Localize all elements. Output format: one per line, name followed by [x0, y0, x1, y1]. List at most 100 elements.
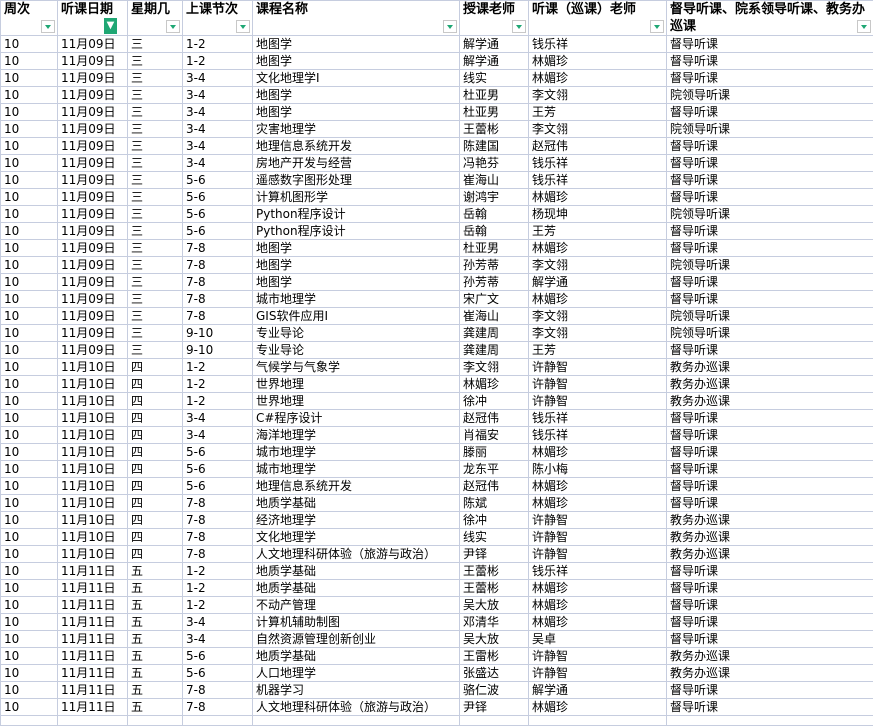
cell-course[interactable]: 地质学基础 [253, 580, 460, 597]
cell-observer[interactable]: 王芳 [529, 223, 667, 240]
cell-teacher[interactable]: 宋广文 [460, 291, 529, 308]
cell-weekday[interactable]: 三 [128, 121, 183, 138]
cell-type[interactable]: 督导听课 [667, 682, 873, 699]
cell-weekday[interactable]: 四 [128, 529, 183, 546]
cell-course[interactable]: 房地产开发与经营 [253, 155, 460, 172]
cell-period[interactable]: 3-4 [183, 138, 253, 155]
cell-weekday[interactable]: 三 [128, 155, 183, 172]
cell-weekday[interactable]: 四 [128, 444, 183, 461]
cell-week[interactable]: 10 [1, 410, 58, 427]
cell-observer[interactable]: 解学通 [529, 682, 667, 699]
cell-observer[interactable]: 李文翎 [529, 121, 667, 138]
cell-observer[interactable]: 杨现坤 [529, 206, 667, 223]
cell-date[interactable]: 11月09日 [58, 274, 128, 291]
cell-teacher[interactable]: 赵冠伟 [460, 410, 529, 427]
cell-observer[interactable]: 王芳 [529, 342, 667, 359]
cell-date[interactable]: 11月10日 [58, 427, 128, 444]
cell-date[interactable]: 11月09日 [58, 36, 128, 53]
cell-weekday[interactable]: 四 [128, 427, 183, 444]
cell-weekday[interactable]: 三 [128, 189, 183, 206]
cell-teacher[interactable]: 岳翰 [460, 206, 529, 223]
cell-period[interactable]: 7-8 [183, 274, 253, 291]
cell-date[interactable]: 11月11日 [58, 631, 128, 648]
cell-weekday[interactable]: 三 [128, 291, 183, 308]
cell-weekday[interactable]: 三 [128, 257, 183, 274]
cell-course[interactable]: 地图学 [253, 87, 460, 104]
cell-period[interactable]: 3-4 [183, 614, 253, 631]
cell-weekday[interactable]: 四 [128, 376, 183, 393]
cell-observer[interactable]: 许静智 [529, 512, 667, 529]
cell-type[interactable]: 督导听课 [667, 495, 873, 512]
cell-course[interactable]: 计算机图形学 [253, 189, 460, 206]
cell-date[interactable]: 11月09日 [58, 223, 128, 240]
cell-observer[interactable]: 钱乐祥 [529, 172, 667, 189]
cell-course[interactable]: 灾害地理学 [253, 121, 460, 138]
cell-date[interactable]: 11月11日 [58, 563, 128, 580]
cell-week[interactable]: 10 [1, 546, 58, 563]
cell-period[interactable]: 1-2 [183, 36, 253, 53]
cell-observer[interactable]: 吴卓 [529, 631, 667, 648]
cell-teacher[interactable]: 吴大放 [460, 597, 529, 614]
cell-teacher[interactable]: 解学通 [460, 53, 529, 70]
cell-weekday[interactable]: 五 [128, 563, 183, 580]
cell-observer[interactable]: 林媚珍 [529, 699, 667, 716]
cell-period[interactable]: 5-6 [183, 648, 253, 665]
cell-type[interactable]: 督导听课 [667, 138, 873, 155]
cell-week[interactable]: 10 [1, 53, 58, 70]
cell-teacher[interactable]: 滕丽 [460, 444, 529, 461]
cell-observer[interactable]: 林媚珍 [529, 240, 667, 257]
cell-date[interactable]: 11月11日 [58, 699, 128, 716]
cell-type[interactable]: 督导听课 [667, 104, 873, 121]
cell-week[interactable]: 10 [1, 597, 58, 614]
cell-observer[interactable]: 许静智 [529, 546, 667, 563]
cell-teacher[interactable]: 徐冲 [460, 512, 529, 529]
cell-period[interactable]: 3-4 [183, 121, 253, 138]
cell-week[interactable]: 10 [1, 393, 58, 410]
cell-week[interactable]: 10 [1, 189, 58, 206]
cell-weekday[interactable]: 三 [128, 206, 183, 223]
cell-type[interactable]: 院领导听课 [667, 325, 873, 342]
cell-teacher[interactable]: 杜亚男 [460, 87, 529, 104]
cell-observer[interactable]: 林媚珍 [529, 444, 667, 461]
cell-teacher[interactable]: 孙芳蒂 [460, 257, 529, 274]
cell-type[interactable]: 督导听课 [667, 223, 873, 240]
cell-date[interactable]: 11月10日 [58, 359, 128, 376]
cell-teacher[interactable]: 尹铎 [460, 546, 529, 563]
cell-observer[interactable]: 林媚珍 [529, 495, 667, 512]
cell-date[interactable]: 11月10日 [58, 461, 128, 478]
empty-cell[interactable] [128, 716, 183, 726]
cell-period[interactable]: 7-8 [183, 699, 253, 716]
cell-period[interactable]: 3-4 [183, 104, 253, 121]
cell-teacher[interactable]: 线实 [460, 70, 529, 87]
cell-week[interactable]: 10 [1, 172, 58, 189]
cell-observer[interactable]: 林媚珍 [529, 53, 667, 70]
cell-date[interactable]: 11月10日 [58, 495, 128, 512]
cell-course[interactable]: 人文地理科研体验（旅游与政治） [253, 699, 460, 716]
cell-course[interactable]: 地质学基础 [253, 563, 460, 580]
filter-dropdown-button[interactable] [443, 20, 457, 33]
cell-period[interactable]: 5-6 [183, 189, 253, 206]
cell-teacher[interactable]: 冯艳芬 [460, 155, 529, 172]
cell-observer[interactable]: 钱乐祥 [529, 563, 667, 580]
cell-type[interactable]: 督导听课 [667, 563, 873, 580]
cell-weekday[interactable]: 五 [128, 648, 183, 665]
cell-teacher[interactable]: 吴大放 [460, 631, 529, 648]
cell-course[interactable]: GIS软件应用I [253, 308, 460, 325]
empty-cell[interactable] [529, 716, 667, 726]
cell-week[interactable]: 10 [1, 223, 58, 240]
cell-date[interactable]: 11月10日 [58, 410, 128, 427]
cell-period[interactable]: 7-8 [183, 240, 253, 257]
cell-observer[interactable]: 林媚珍 [529, 291, 667, 308]
cell-weekday[interactable]: 四 [128, 478, 183, 495]
cell-course[interactable]: 文化地理学 [253, 529, 460, 546]
cell-period[interactable]: 3-4 [183, 631, 253, 648]
cell-observer[interactable]: 林媚珍 [529, 189, 667, 206]
cell-type[interactable]: 督导听课 [667, 580, 873, 597]
cell-week[interactable]: 10 [1, 699, 58, 716]
cell-course[interactable]: 计算机辅助制图 [253, 614, 460, 631]
cell-weekday[interactable]: 三 [128, 138, 183, 155]
cell-course[interactable]: 自然资源管理创新创业 [253, 631, 460, 648]
cell-type[interactable]: 教务办巡课 [667, 512, 873, 529]
cell-course[interactable]: 专业导论 [253, 325, 460, 342]
cell-week[interactable]: 10 [1, 121, 58, 138]
